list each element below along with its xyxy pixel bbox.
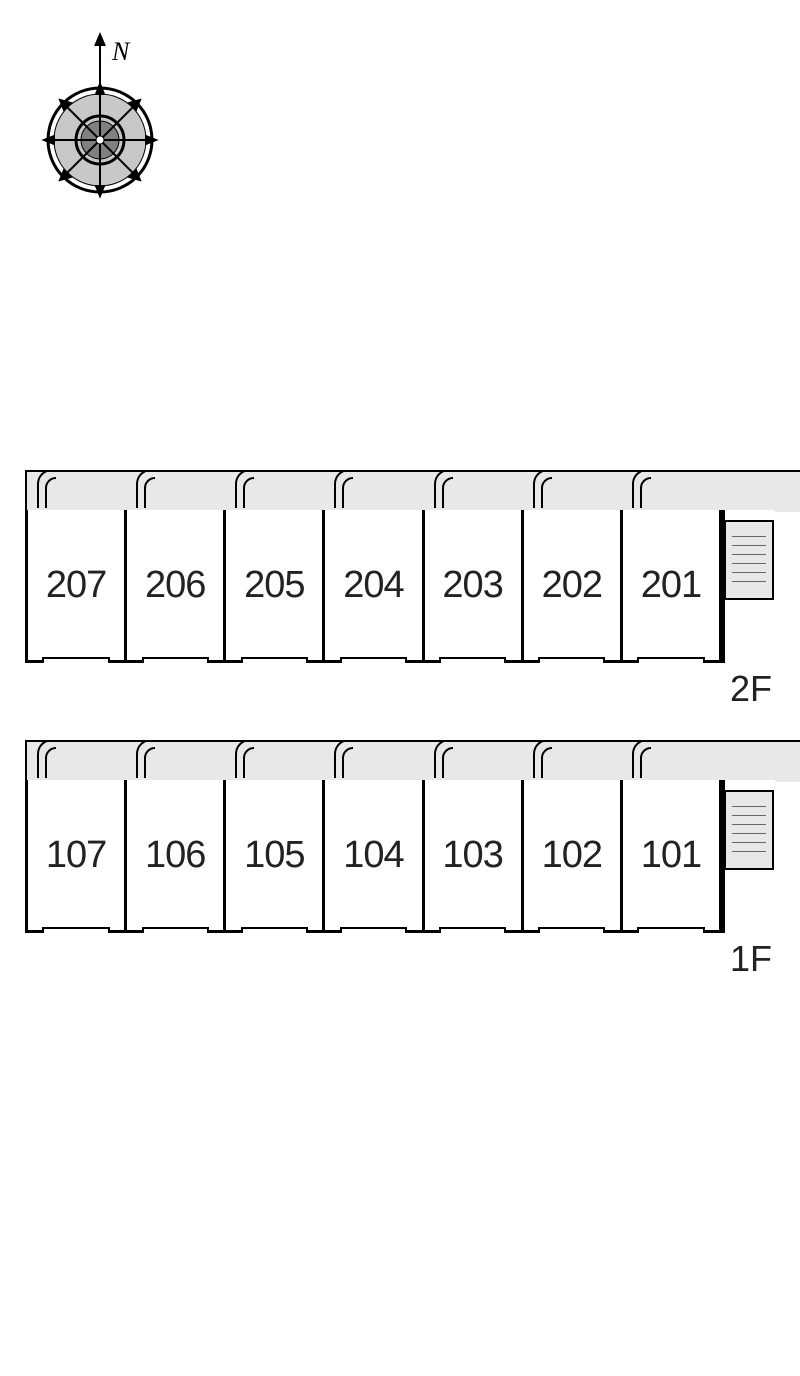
window-notch <box>439 657 506 663</box>
unit-number: 105 <box>244 834 304 877</box>
door-icon <box>36 740 66 778</box>
unit-number: 104 <box>343 834 403 877</box>
stairs-icon <box>724 520 774 600</box>
unit-204: 204 <box>325 510 424 660</box>
window-notch <box>340 927 407 933</box>
window-notch <box>42 927 109 933</box>
window-notch <box>637 927 704 933</box>
svg-text:N: N <box>111 37 131 66</box>
unit-101: 101 <box>623 780 722 930</box>
door-icon <box>135 740 165 778</box>
stairs-icon <box>724 790 774 870</box>
compass-icon: N <box>30 30 170 210</box>
door-icon <box>532 740 562 778</box>
unit-201: 201 <box>623 510 722 660</box>
window-notch <box>241 657 308 663</box>
unit-number: 107 <box>46 834 106 877</box>
unit-number: 204 <box>343 564 403 607</box>
unit-205: 205 <box>226 510 325 660</box>
unit-202: 202 <box>524 510 623 660</box>
unit-104: 104 <box>325 780 424 930</box>
unit-number: 207 <box>46 564 106 607</box>
unit-203: 203 <box>425 510 524 660</box>
unit-number: 102 <box>542 834 602 877</box>
unit-106: 106 <box>127 780 226 930</box>
door-icon <box>631 470 661 508</box>
unit-207: 207 <box>28 510 127 660</box>
door-icon <box>333 470 363 508</box>
unit-number: 205 <box>244 564 304 607</box>
window-notch <box>142 657 209 663</box>
door-icon <box>333 740 363 778</box>
window-notch <box>340 657 407 663</box>
floor-2-units: 207 206 205 204 203 202 <box>25 510 725 663</box>
corridor-extension <box>775 740 800 782</box>
corridor-extension <box>775 470 800 512</box>
door-icon <box>433 740 463 778</box>
unit-103: 103 <box>425 780 524 930</box>
unit-number: 203 <box>442 564 502 607</box>
unit-number: 106 <box>145 834 205 877</box>
floor-2-block: 207 206 205 204 203 202 <box>25 470 777 663</box>
door-icon <box>135 470 165 508</box>
window-notch <box>241 927 308 933</box>
door-icon <box>234 740 264 778</box>
unit-107: 107 <box>28 780 127 930</box>
door-icon <box>433 470 463 508</box>
door-icon <box>532 470 562 508</box>
floor-label: 1F <box>730 938 772 980</box>
unit-number: 202 <box>542 564 602 607</box>
window-notch <box>42 657 109 663</box>
window-notch <box>538 927 605 933</box>
door-icon <box>36 470 66 508</box>
unit-number: 206 <box>145 564 205 607</box>
floor-label: 2F <box>730 668 772 710</box>
window-notch <box>439 927 506 933</box>
floor-1-units: 107 106 105 104 103 102 <box>25 780 725 933</box>
unit-number: 103 <box>442 834 502 877</box>
unit-number: 101 <box>641 834 701 877</box>
window-notch <box>538 657 605 663</box>
window-notch <box>637 657 704 663</box>
door-icon <box>234 470 264 508</box>
door-icon <box>631 740 661 778</box>
compass: N <box>30 30 170 215</box>
unit-number: 201 <box>641 564 701 607</box>
unit-102: 102 <box>524 780 623 930</box>
unit-206: 206 <box>127 510 226 660</box>
window-notch <box>142 927 209 933</box>
floor-1-block: 107 106 105 104 103 102 <box>25 740 777 933</box>
unit-105: 105 <box>226 780 325 930</box>
